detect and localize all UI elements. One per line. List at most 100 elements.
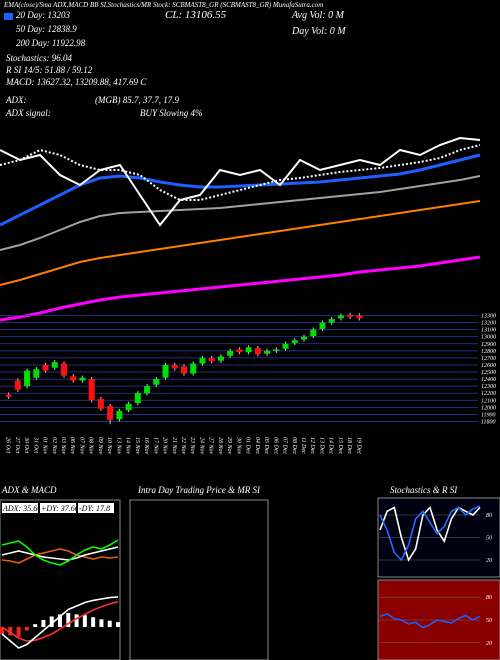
histogram-bar	[116, 622, 120, 627]
y-tick-label: 20	[486, 558, 492, 564]
candle-body	[14, 380, 21, 390]
annotation-bg	[2, 503, 38, 513]
annotation-bg	[40, 503, 76, 513]
candle-body	[254, 348, 261, 355]
annotation-bg	[78, 503, 114, 513]
candle-body	[310, 329, 317, 337]
y-tick-label: 13300	[481, 314, 496, 320]
histogram-bar	[74, 614, 79, 627]
histogram-bar	[58, 614, 62, 627]
panel-title: Intra Day Trading Price & MR SI	[137, 485, 261, 495]
candle-body	[337, 315, 344, 319]
annotation: (MGB) 85.7, 37.7, 17.9	[95, 95, 179, 105]
x-tick-label: 27 Oct	[14, 437, 20, 453]
candle-body	[144, 386, 151, 394]
series-line	[0, 255, 481, 322]
candle-body	[199, 357, 206, 364]
candle-body	[79, 377, 86, 381]
x-tick-label: 11 Dec	[300, 437, 306, 454]
x-tick-label: 15 Dec	[337, 437, 343, 454]
series-line	[1, 596, 119, 649]
y-tick-label: 13200	[481, 321, 496, 327]
candle-body	[116, 410, 123, 420]
candle-body	[61, 363, 67, 376]
x-tick-label: 01 Dec	[245, 437, 251, 454]
x-tick-label: 21 Nov	[171, 437, 177, 455]
candle-body	[5, 394, 12, 397]
candle-body	[356, 315, 363, 319]
x-tick-label: 06 Dec	[272, 437, 278, 454]
annotation: 50 Day: 12838.9	[16, 24, 77, 34]
annotation: CL: 13106.55	[165, 9, 227, 21]
y-tick-label: 12400	[481, 376, 496, 383]
x-tick-label: 07 Dec	[282, 437, 288, 454]
x-tick-label: 19 Dec	[355, 437, 361, 454]
x-tick-label: 20 Nov	[162, 437, 168, 455]
y-tick-label: 13000	[481, 335, 496, 341]
x-tick-label: 24 Nov	[198, 437, 205, 455]
candle-body	[301, 336, 307, 340]
candle-body	[171, 364, 178, 369]
annotation: ADX:	[5, 95, 27, 105]
histogram-bar	[41, 620, 46, 627]
y-tick-label: 12000	[481, 405, 496, 411]
candle-body	[236, 349, 243, 353]
histogram-bar	[107, 620, 112, 627]
candle-body	[107, 405, 114, 421]
candle-body	[24, 370, 31, 387]
panel-title: ADX & MACD	[1, 485, 57, 495]
panel-title: Stochastics & R SI	[390, 485, 458, 495]
y-tick-label: 80	[486, 595, 492, 601]
candle-body	[70, 376, 77, 381]
y-tick-label: 11800	[481, 419, 496, 425]
panel-frame	[129, 499, 269, 660]
x-tick-label: 16 Nov	[143, 437, 149, 455]
histogram-bar	[24, 627, 29, 631]
histogram-bar	[33, 624, 38, 627]
histogram-bar	[49, 616, 54, 627]
annotation: 200 Day: 11922.98	[16, 38, 86, 48]
x-tick-label: 14 Nov	[125, 437, 132, 455]
candle-body	[208, 357, 215, 362]
candle-body	[328, 319, 335, 323]
x-tick-label: 13 Nov	[115, 437, 121, 455]
y-tick-label: 20	[486, 641, 492, 647]
annotation: ADX signal:	[5, 108, 51, 118]
series-line	[379, 505, 481, 562]
y-tick-label: 11900	[481, 412, 496, 418]
candle-body	[153, 379, 160, 385]
candle-body	[42, 364, 49, 371]
series-line	[1, 601, 119, 642]
candle-body	[347, 314, 354, 317]
y-tick-label: 50	[486, 618, 492, 624]
y-tick-label: 12500	[481, 370, 496, 376]
y-tick-label: 12300	[481, 384, 496, 390]
x-tick-label: 05 Dec	[263, 437, 269, 454]
series-line	[0, 175, 481, 251]
annotation: MACD: 13627.32, 13209.88, 417.69 C	[5, 77, 147, 87]
candle-body	[125, 403, 132, 411]
x-tick-label: 10 Nov	[106, 437, 112, 455]
candle-body	[245, 347, 252, 353]
y-tick-label: 12600	[481, 363, 496, 369]
candle-body	[162, 364, 169, 378]
x-tick-label: 29 Nov	[226, 437, 232, 455]
annotation: Day Vol: 0 M	[291, 26, 346, 37]
legend-swatch	[4, 13, 13, 20]
candle-body	[217, 356, 224, 361]
x-tick-label: 13 Dec	[318, 437, 324, 454]
series-line	[379, 505, 481, 562]
y-tick-label: 12700	[481, 356, 496, 362]
candle-body	[273, 349, 280, 351]
x-tick-label: 09 Nov	[97, 437, 103, 455]
candle-body	[88, 379, 95, 401]
candle-body	[319, 322, 326, 329]
candle-body	[97, 398, 104, 409]
x-tick-label: 04 Dec	[254, 437, 261, 454]
annotation: BUY Slowing 4%	[140, 108, 203, 118]
histogram-bar	[91, 617, 96, 627]
x-tick-label: 18 Dec	[346, 437, 352, 454]
annotation: -DY: 17.8	[79, 504, 110, 513]
x-tick-label: 08 Dec	[291, 437, 297, 454]
